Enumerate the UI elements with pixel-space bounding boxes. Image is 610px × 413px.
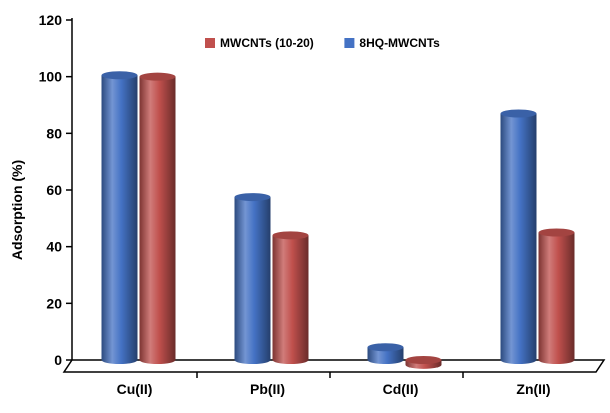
bar-cuii-0 [101,75,138,364]
x-category-label: Cu(II) [117,381,153,397]
y-tick-label: 0 [54,352,62,368]
bar-cuii-1 [139,76,176,365]
bar-cap [101,71,138,80]
legend-label: MWCNTs (10-20) [220,36,314,50]
bar-znii-0 [500,113,537,364]
bar-cap [538,228,575,237]
bar-cap [500,109,537,118]
legend-swatch [344,38,355,48]
legend-label: 8HQ-MWCNTs [359,36,440,50]
bar-znii-1 [538,232,575,364]
y-axis-title: Adsorption (%) [9,160,25,260]
legend-swatch [205,38,215,48]
bar-pbii-1 [272,235,309,364]
y-tick-label: 60 [46,182,62,198]
y-tick-label: 20 [46,295,62,311]
x-category-label: Zn(II) [516,381,550,397]
bar-cap [405,356,442,364]
y-tick-label: 100 [39,69,63,85]
bar-cap [272,231,309,240]
bar-cap [367,343,404,352]
y-tick-label: 120 [39,12,63,28]
bar-cap [139,72,176,81]
x-category-label: Cd(II) [383,381,419,397]
bar-pbii-0 [234,197,271,364]
y-tick-label: 80 [46,125,62,141]
bar-cap [234,193,271,202]
bar-cdii-0 [367,347,404,364]
y-tick-label: 40 [46,239,62,255]
x-category-label: Pb(II) [250,381,285,397]
